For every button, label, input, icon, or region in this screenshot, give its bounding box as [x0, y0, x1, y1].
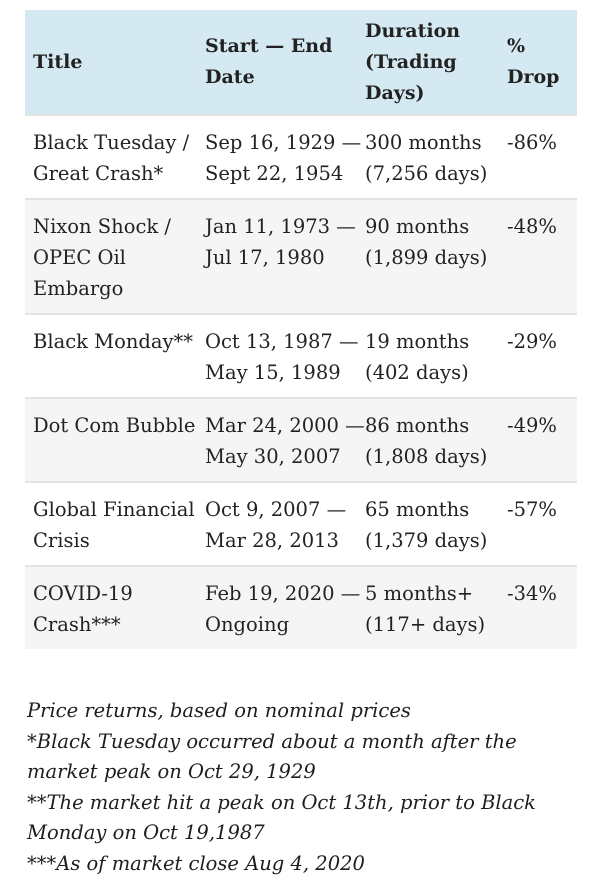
cell-drop: -49%: [507, 414, 557, 437]
cell-drop: -48%: [507, 215, 557, 238]
cell-title: Global Financial Crisis: [33, 498, 195, 552]
cell-duration: 65 months (1,379 days): [365, 498, 488, 552]
cell-title: Black Tuesday / Great Crash*: [33, 131, 190, 185]
cell-drop: -57%: [507, 498, 557, 521]
cell-duration: 19 months (402 days): [365, 330, 470, 384]
footnote-covid: ***As of market close Aug 4, 2020: [27, 851, 365, 875]
footnote-black-tuesday: *Black Tuesday occurred about a month af…: [27, 729, 517, 784]
cell-title: Black Monday**: [33, 330, 194, 353]
cell-drop: -29%: [507, 330, 557, 353]
cell-dates: Jan 11, 1973 — Jul 17, 1980: [205, 215, 356, 269]
column-header-title: Title: [33, 50, 83, 73]
cell-title: Nixon Shock / OPEC Oil Embargo: [33, 215, 171, 300]
table-row: Black Monday** Oct 13, 1987 — May 15, 19…: [25, 314, 577, 398]
footnotes: Price returns, based on nominal prices *…: [27, 696, 587, 879]
footnote-black-monday: **The market hit a peak on Oct 13th, pri…: [27, 790, 536, 845]
table-header-row: Title Start — End Date Duration (Trading…: [25, 10, 577, 115]
cell-dates: Oct 9, 2007 — Mar 28, 2013: [205, 498, 347, 552]
cell-dates: Feb 19, 2020 — Ongoing: [205, 582, 361, 636]
cell-dates: Sep 16, 1929 — Sept 22, 1954: [205, 131, 362, 185]
column-header-drop: % Drop: [507, 35, 560, 88]
cell-dates: Mar 24, 2000 — May 30, 2007: [205, 414, 365, 468]
table-row: Black Tuesday / Great Crash* Sep 16, 192…: [25, 115, 577, 199]
column-header-duration: Duration (Trading Days): [365, 19, 461, 104]
column-header-dates: Start — End Date: [205, 35, 333, 88]
cell-title: Dot Com Bubble: [33, 414, 196, 437]
table-row: Global Financial Crisis Oct 9, 2007 — Ma…: [25, 482, 577, 566]
table-row: Nixon Shock / OPEC Oil Embargo Jan 11, 1…: [25, 199, 577, 314]
cell-dates: Oct 13, 1987 — May 15, 1989: [205, 330, 359, 384]
cell-duration: 300 months (7,256 days): [365, 131, 488, 185]
cell-duration: 5 months+ (117+ days): [365, 582, 486, 636]
table-row: COVID-19 Crash*** Feb 19, 2020 — Ongoing…: [25, 566, 577, 649]
cell-duration: 90 months (1,899 days): [365, 215, 488, 269]
cell-duration: 86 months (1,808 days): [365, 414, 488, 468]
cell-title: COVID-19 Crash***: [33, 582, 133, 636]
cell-drop: -34%: [507, 582, 557, 605]
table-row: Dot Com Bubble Mar 24, 2000 — May 30, 20…: [25, 398, 577, 482]
footnote-price-returns: Price returns, based on nominal prices: [27, 699, 411, 722]
market-crashes-table: Title Start — End Date Duration (Trading…: [25, 10, 577, 649]
cell-drop: -86%: [507, 131, 557, 154]
